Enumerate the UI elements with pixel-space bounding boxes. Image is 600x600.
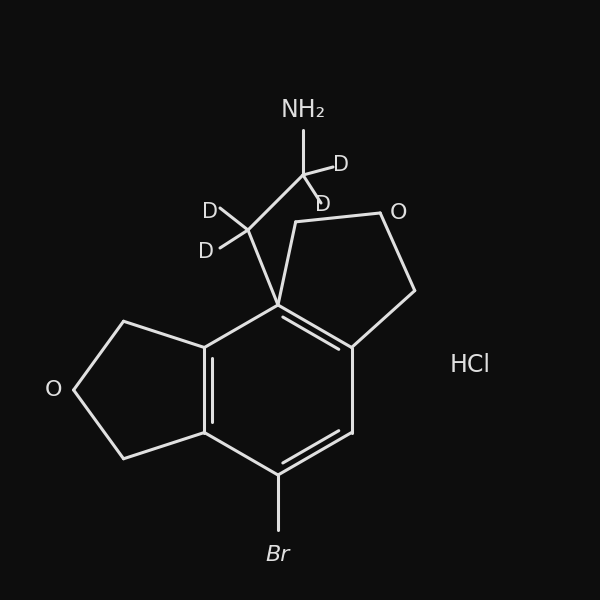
Text: NH₂: NH₂: [280, 98, 326, 122]
Text: O: O: [45, 380, 62, 400]
Text: D: D: [202, 202, 218, 222]
Text: Br: Br: [266, 545, 290, 565]
Text: D: D: [198, 242, 214, 262]
Text: HCl: HCl: [449, 353, 491, 377]
Text: D: D: [333, 155, 349, 175]
Text: O: O: [389, 203, 407, 223]
Text: D: D: [315, 195, 331, 215]
